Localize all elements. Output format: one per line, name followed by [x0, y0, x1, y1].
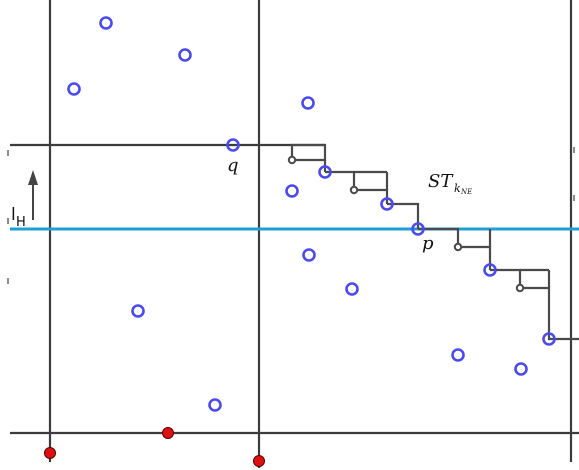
corner-point	[453, 242, 463, 252]
label-lh-sub: H	[16, 215, 26, 230]
point	[99, 16, 113, 30]
point	[345, 282, 359, 296]
staircase	[290, 143, 579, 341]
point	[285, 184, 299, 198]
label-q: q	[227, 155, 239, 176]
label-st-main: ST	[428, 171, 454, 192]
point	[208, 398, 222, 412]
label-st-sub: k	[454, 182, 461, 195]
point	[542, 332, 556, 346]
point	[178, 48, 192, 62]
corner-point	[515, 283, 525, 293]
point	[318, 165, 332, 179]
sweep-direction-arrow	[28, 170, 38, 220]
red-point	[44, 447, 56, 459]
red-point	[253, 455, 265, 467]
point	[451, 348, 465, 362]
point	[380, 197, 394, 211]
label-lh: l H	[11, 205, 26, 230]
point	[301, 96, 315, 110]
point	[514, 362, 528, 376]
label-p: p	[422, 233, 434, 254]
label-st-subsub: NE	[460, 188, 472, 196]
red-point	[162, 427, 174, 439]
label-lh-main: l	[11, 205, 16, 225]
point-q	[226, 138, 240, 152]
point	[131, 304, 145, 318]
red-points	[44, 427, 265, 467]
corner-point	[287, 155, 297, 165]
point-p	[411, 222, 425, 236]
grid-lines	[10, 0, 579, 468]
point	[483, 263, 497, 277]
point	[67, 82, 81, 96]
label-st-kne: ST k NE	[428, 171, 472, 196]
corner-point	[349, 185, 359, 195]
point	[302, 248, 316, 262]
staircase-corner-points	[287, 155, 525, 293]
point-set	[67, 16, 556, 412]
